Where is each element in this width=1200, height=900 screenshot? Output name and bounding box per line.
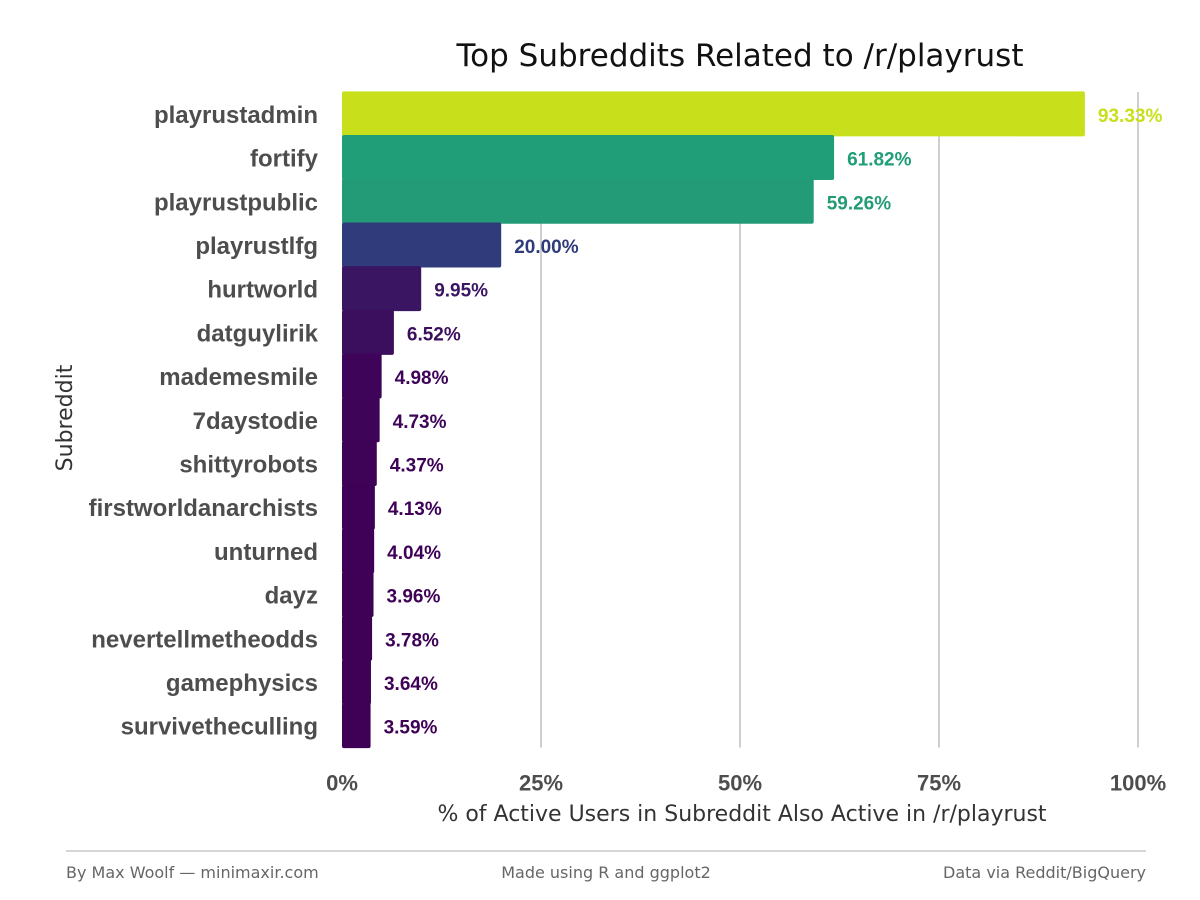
value-label: 9.95% bbox=[434, 281, 488, 302]
category-label: firstworldanarchists bbox=[89, 495, 318, 522]
category-label: hurtworld bbox=[207, 277, 318, 304]
value-label: 4.98% bbox=[395, 368, 449, 389]
bar bbox=[342, 353, 382, 399]
value-label: 3.96% bbox=[387, 587, 441, 608]
bar bbox=[342, 135, 835, 181]
bar bbox=[342, 528, 375, 574]
value-label: 4.73% bbox=[393, 412, 447, 433]
bar bbox=[342, 91, 1085, 137]
value-label: 4.04% bbox=[387, 543, 441, 564]
value-label: 20.00% bbox=[514, 237, 579, 258]
category-label: playrustpublic bbox=[154, 189, 318, 216]
category-label: unturned bbox=[214, 539, 318, 566]
bar bbox=[342, 659, 371, 705]
category-labels: playrustadmin fortify playrustpublic playru… bbox=[89, 102, 319, 741]
value-label: 3.59% bbox=[384, 718, 438, 739]
bar bbox=[342, 484, 375, 530]
bar bbox=[342, 615, 373, 661]
category-label: dayz bbox=[265, 583, 318, 610]
category-label: datguylirik bbox=[197, 320, 319, 347]
footer-credit: By Max Woolf — minimaxir.com bbox=[66, 863, 319, 882]
category-label: playrustadmin bbox=[154, 102, 318, 129]
x-tick-labels: 0% 25% 50% 75% 100% bbox=[326, 771, 1166, 796]
x-tick-label: 75% bbox=[917, 771, 961, 796]
bar bbox=[342, 222, 502, 268]
category-label: gamephysics bbox=[166, 670, 318, 697]
value-label: 59.26% bbox=[827, 193, 892, 214]
x-tick-label: 100% bbox=[1110, 771, 1166, 796]
category-label: fortify bbox=[250, 146, 319, 173]
category-label: mademesmile bbox=[159, 364, 318, 391]
value-label: 4.37% bbox=[390, 455, 444, 476]
category-label: nevertellmetheodds bbox=[91, 626, 318, 653]
y-axis-title: Subreddit bbox=[53, 364, 78, 471]
bar bbox=[342, 309, 394, 355]
footer-tools: Made using R and ggplot2 bbox=[501, 863, 711, 882]
value-label: 61.82% bbox=[847, 150, 912, 171]
x-axis-title: % of Active Users in Subreddit Also Acti… bbox=[437, 802, 1046, 827]
bars bbox=[342, 91, 1085, 749]
value-label: 4.13% bbox=[388, 499, 442, 520]
category-label: survivetheculling bbox=[121, 714, 318, 741]
bar bbox=[342, 572, 374, 618]
value-label: 93.33% bbox=[1098, 106, 1163, 127]
category-label: shittyrobots bbox=[179, 451, 318, 478]
x-tick-label: 0% bbox=[326, 771, 358, 796]
value-labels: 93.33% 61.82% 59.26% 20.00% 9.95% 6.52% 4.98% 4… bbox=[384, 106, 1163, 739]
value-label: 6.52% bbox=[407, 324, 461, 345]
value-label: 3.64% bbox=[384, 674, 438, 695]
x-tick-label: 25% bbox=[519, 771, 563, 796]
chart-title: Top Subreddits Related to /r/playrust bbox=[456, 38, 1024, 74]
bar bbox=[342, 178, 814, 224]
bar bbox=[342, 397, 380, 443]
category-label: 7daystodie bbox=[193, 408, 318, 435]
value-label: 3.78% bbox=[385, 630, 439, 651]
x-tick-label: 50% bbox=[718, 771, 762, 796]
bar bbox=[342, 440, 377, 486]
category-label: playrustlfg bbox=[195, 233, 318, 260]
bar bbox=[342, 703, 371, 749]
bar bbox=[342, 266, 422, 312]
footer-source: Data via Reddit/BigQuery bbox=[943, 863, 1146, 882]
